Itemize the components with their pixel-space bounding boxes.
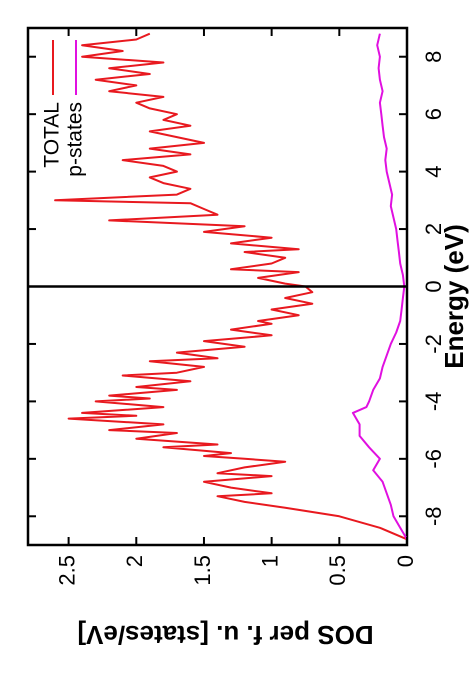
x-tick-label: -2 [421, 334, 446, 354]
x-tick-label: -8 [421, 506, 446, 526]
x-tick-label: 8 [421, 51, 446, 63]
y-tick-label: 0.5 [325, 555, 350, 586]
x-tick-label: -6 [421, 449, 446, 469]
x-tick-label: 2 [421, 223, 446, 235]
y-tick-label: 0 [393, 555, 418, 567]
y-tick-label: 2.5 [54, 555, 79, 586]
x-tick-label: 6 [421, 108, 446, 120]
y-tick-label: 1 [257, 555, 282, 567]
series-line-total [54, 32, 408, 541]
series-line-p-states [351, 33, 408, 540]
x-tick-label: 4 [421, 165, 446, 177]
x-axis-title: Energy (eV) [439, 224, 469, 369]
y-tick-label: 2 [122, 555, 147, 567]
y-axis-title: DOS per f. u. [states/eV] [77, 620, 373, 650]
x-tick-label: 0 [421, 280, 446, 292]
x-tick-label: -4 [421, 392, 446, 412]
ticks-layer: -8 -6 -4 -2 0 2 4 6 8 0 0.5 1 1.5 2 2.5 [28, 28, 446, 586]
series-layer [54, 32, 408, 541]
y-tick-label: 1.5 [190, 555, 215, 586]
legend: TOTAL p-states [41, 40, 87, 177]
legend-label: p-states [64, 102, 87, 177]
legend-label: TOTAL [41, 102, 64, 168]
